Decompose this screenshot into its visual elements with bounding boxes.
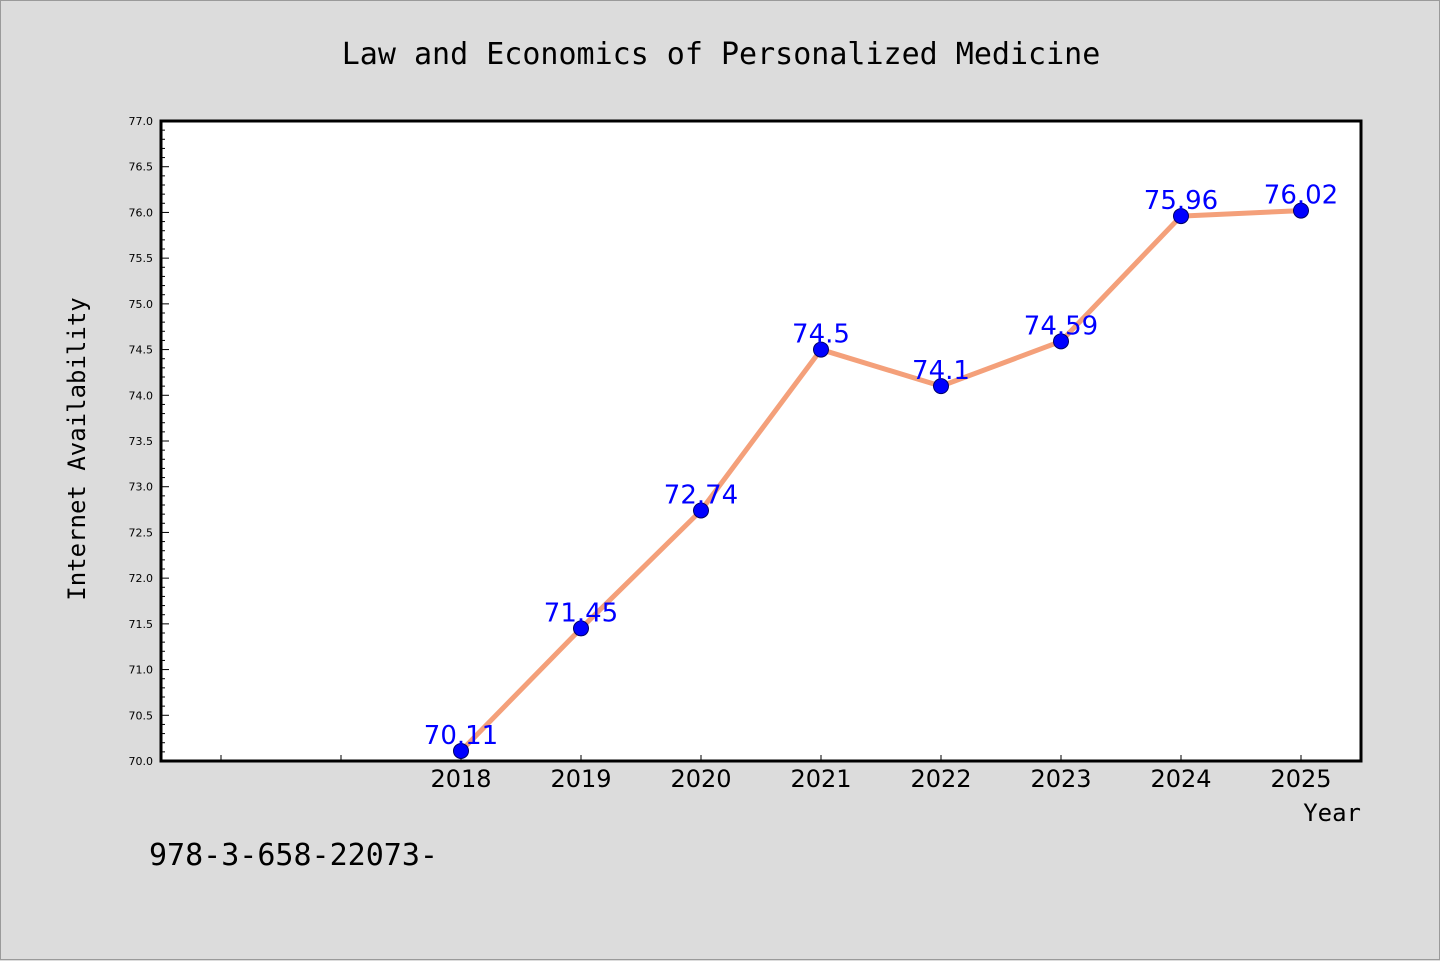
y-tick-label: 72.5: [129, 526, 154, 539]
x-axis-label: Year: [1303, 799, 1361, 827]
x-tick-label: 2018: [430, 765, 491, 793]
data-point: [1053, 333, 1069, 350]
plot-area: [159, 119, 1363, 763]
y-tick-label: 73.0: [129, 481, 154, 494]
data-point: [453, 742, 469, 759]
data-point: [573, 620, 589, 637]
y-tick-label: 77.0: [129, 115, 154, 128]
data-point: [693, 502, 709, 519]
y-tick-label: 71.5: [129, 618, 154, 631]
data-label: 74.1: [912, 356, 970, 386]
data-point: [813, 341, 829, 358]
series-line: [458, 208, 1304, 754]
y-tick-label: 70.5: [129, 709, 154, 722]
data-point: [933, 378, 949, 395]
data-point: [1173, 208, 1189, 225]
x-tick-label: 2025: [1270, 765, 1331, 793]
data-label: 74.59: [1024, 311, 1098, 341]
y-tick-label: 71.0: [129, 664, 154, 677]
data-label: 74.5: [792, 320, 850, 350]
y-tick-label: 75.0: [129, 298, 154, 311]
y-tick-label: 72.0: [129, 572, 154, 585]
x-tick-label: 2023: [1030, 765, 1091, 793]
y-tick-label: 74.0: [129, 389, 154, 402]
y-tick-label: 74.5: [129, 344, 154, 357]
data-point: [1293, 202, 1309, 219]
y-tick-label: 73.5: [129, 435, 154, 448]
x-tick-label: 2019: [550, 765, 611, 793]
y-tick-label: 76.0: [129, 206, 154, 219]
x-tick-label: 2021: [790, 765, 851, 793]
x-tick-label: 2024: [1150, 765, 1211, 793]
x-tick-label: 2020: [670, 765, 731, 793]
y-axis-label: Internet Availability: [63, 297, 91, 600]
footer-text: 978-3-658-22073-: [149, 838, 438, 873]
data-label: 70.11: [424, 721, 498, 751]
y-axis-ticks: 70.0 70.5 71.0 71.5 72.0 72.5 73.0 73.5 74.0 74.5…: [129, 115, 169, 768]
y-tick-label: 75.5: [129, 252, 154, 265]
x-tick-label: 2022: [910, 765, 971, 793]
data-label: 72.74: [664, 480, 738, 510]
y-tick-label: 76.5: [129, 161, 154, 174]
y-tick-label: 70.0: [129, 755, 154, 768]
data-label: 75.96: [1144, 186, 1218, 216]
data-label: 71.45: [544, 598, 618, 628]
series-layer: 70.11 71.45 72.74 74.5 74.1 74.59 75.96 76.02: [424, 181, 1338, 759]
data-label: 76.02: [1264, 181, 1338, 211]
chart-title: Law and Economics of Personalized Medici…: [342, 37, 1101, 72]
x-axis-ticks: 2018 2019 2020 2021 2022 2023 2024 2025: [220, 755, 1332, 793]
